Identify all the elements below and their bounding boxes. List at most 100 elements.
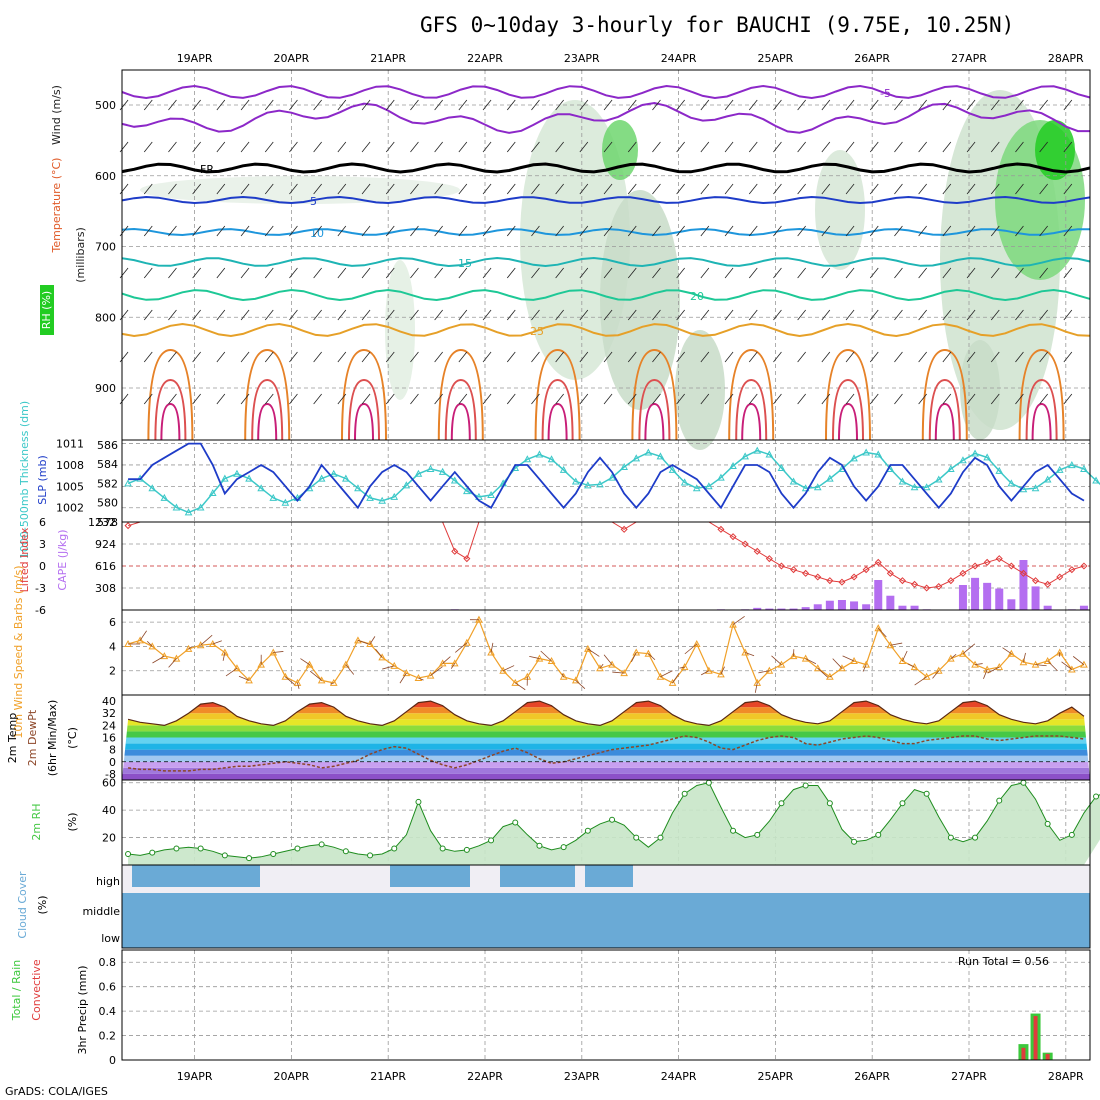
upper-wind-barb	[869, 141, 879, 153]
lifted-index-point	[1019, 569, 1027, 577]
thickness-point	[257, 484, 265, 492]
wind-speed-point	[366, 639, 374, 647]
upper-wind-barb	[337, 267, 347, 279]
lifted-index-point	[911, 580, 919, 588]
thickness-point	[983, 453, 991, 461]
upper-wind-barb	[603, 351, 613, 363]
thickness-point	[354, 484, 362, 492]
cloud-level-label: high	[96, 875, 120, 888]
upper-wind-barb	[361, 309, 371, 321]
wind-speed-point	[1007, 649, 1016, 657]
rh-tick-label: 40	[102, 804, 116, 817]
wind-speed-point	[293, 678, 302, 686]
thickness-point	[668, 465, 677, 473]
wind-speed-point	[717, 670, 725, 678]
precip-run-total: Run Total = 0.56	[958, 955, 1049, 968]
slp-tick-label: 1005	[56, 480, 84, 493]
upper-wind-barb	[990, 267, 1000, 279]
isotherm-line	[121, 322, 1091, 338]
lifted-index-point	[971, 562, 979, 570]
wind-barb	[720, 666, 725, 675]
rh-point	[730, 827, 737, 834]
upper-wind-barb	[894, 267, 903, 279]
lifted-index-point	[814, 573, 822, 581]
wind-speed-point	[281, 672, 290, 680]
thickness-point	[765, 450, 774, 458]
upper-wind-barb	[797, 351, 806, 363]
upper-wind-barb	[506, 141, 516, 153]
upper-wind-barb	[748, 225, 758, 237]
date-label-bottom: 25APR	[757, 1070, 793, 1083]
wind-speed-point	[777, 660, 786, 668]
upper-wind-barb	[773, 267, 782, 279]
wind-barb	[907, 663, 915, 668]
wind-speed-point	[813, 664, 822, 672]
upper-wind-barb	[313, 309, 322, 321]
wind-speed-point	[898, 656, 907, 664]
temp-tick-label: 8	[109, 744, 116, 757]
wind-speed-point	[221, 648, 229, 656]
thickness-point	[233, 469, 241, 477]
upper-wind-barb	[918, 183, 927, 195]
wind-barb	[732, 615, 745, 625]
upper-wind-barb	[1015, 393, 1024, 405]
upper-wind-barb	[119, 351, 129, 363]
rh-point	[1068, 831, 1075, 838]
wind-speed-point	[801, 654, 810, 662]
thickness-point	[777, 463, 786, 471]
wind-barb	[540, 650, 552, 662]
upper-wind-barb	[1063, 225, 1073, 237]
wind-barb	[300, 658, 310, 665]
rh-shading	[600, 190, 680, 410]
upper-wind-barb	[821, 99, 831, 111]
wind-speed-point	[402, 669, 411, 677]
thickness-point	[656, 452, 665, 460]
thickness-point	[692, 484, 701, 492]
pressure-tick-label: 600	[95, 170, 116, 183]
diurnal-isotherm-loop	[728, 348, 775, 441]
upper-wind-barb	[555, 351, 564, 363]
upper-wind-barb	[119, 225, 129, 237]
wind-barb	[754, 682, 758, 693]
upper-wind-barb	[724, 141, 734, 153]
rh-point	[270, 851, 277, 858]
lifted-index-point	[765, 555, 773, 563]
rh-point	[657, 834, 664, 841]
upper-wind-barb	[676, 309, 685, 321]
upper-wind-barb	[313, 225, 322, 237]
date-label-top: 20APR	[273, 52, 309, 65]
wind-barb	[771, 655, 782, 665]
upper-wind-barb	[506, 309, 516, 321]
rh-point	[173, 845, 180, 852]
isotherm-label: -5	[880, 87, 891, 100]
wind-barb	[309, 670, 322, 681]
wind-barb	[877, 627, 887, 638]
thickness-tick-label: 580	[97, 497, 118, 510]
upper-wind-barb	[192, 309, 201, 321]
upper-wind-barb	[918, 141, 927, 153]
slp-ylabel-thickness: 1000-500mb Thickness (dm)	[18, 401, 31, 559]
wind-barb	[455, 642, 468, 653]
upper-wind-barb	[434, 351, 443, 363]
pressure-tick-label: 900	[95, 382, 116, 395]
wind-speed-point	[487, 648, 495, 656]
upper-wind-barb	[845, 351, 855, 363]
thickness-point	[221, 474, 229, 482]
rh-point	[367, 852, 374, 859]
upper-ylabel-rh: RH (%)	[40, 291, 53, 329]
upper-wind-barb	[700, 183, 710, 195]
wind-barb	[648, 653, 656, 661]
temp-color-band	[122, 755, 1090, 762]
thickness-point	[947, 464, 955, 472]
upper-wind-barb	[942, 183, 952, 195]
date-axes: 19APR 19APR 20APR 20APR 21APR 21APR 22APR 22APR…	[177, 52, 1084, 1083]
upper-wind-barb	[458, 309, 468, 321]
upper-wind-barb	[216, 225, 226, 237]
wind-barb	[987, 666, 1000, 674]
upper-wind-barb	[482, 141, 492, 153]
upper-wind-barb	[143, 225, 153, 237]
lifted-index-point	[790, 566, 798, 574]
upper-wind-barb	[385, 99, 395, 111]
upper-ylabel-pressure: (millibars)	[74, 227, 87, 283]
diurnal-isotherm-loop	[147, 348, 194, 441]
